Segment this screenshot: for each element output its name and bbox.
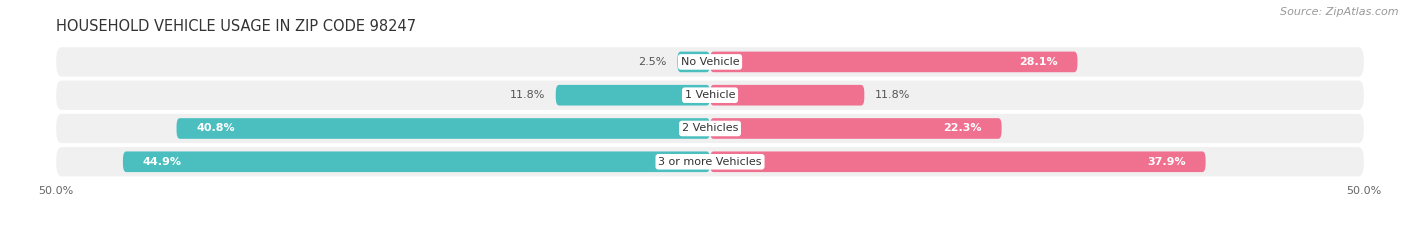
FancyBboxPatch shape [710, 51, 1077, 72]
Text: 2.5%: 2.5% [638, 57, 666, 67]
Text: 40.8%: 40.8% [197, 123, 235, 134]
FancyBboxPatch shape [122, 151, 710, 172]
FancyBboxPatch shape [56, 47, 1364, 77]
Legend: Owner-occupied, Renter-occupied: Owner-occupied, Renter-occupied [586, 230, 834, 233]
Text: Source: ZipAtlas.com: Source: ZipAtlas.com [1281, 7, 1399, 17]
FancyBboxPatch shape [710, 118, 1001, 139]
Text: 1 Vehicle: 1 Vehicle [685, 90, 735, 100]
Text: 2 Vehicles: 2 Vehicles [682, 123, 738, 134]
Text: HOUSEHOLD VEHICLE USAGE IN ZIP CODE 98247: HOUSEHOLD VEHICLE USAGE IN ZIP CODE 9824… [56, 19, 416, 34]
FancyBboxPatch shape [710, 151, 1205, 172]
Text: No Vehicle: No Vehicle [681, 57, 740, 67]
Text: 11.8%: 11.8% [875, 90, 910, 100]
Text: 3 or more Vehicles: 3 or more Vehicles [658, 157, 762, 167]
FancyBboxPatch shape [555, 85, 710, 106]
FancyBboxPatch shape [177, 118, 710, 139]
Text: 37.9%: 37.9% [1147, 157, 1187, 167]
Text: 28.1%: 28.1% [1019, 57, 1057, 67]
FancyBboxPatch shape [56, 114, 1364, 143]
Text: 11.8%: 11.8% [510, 90, 546, 100]
FancyBboxPatch shape [678, 51, 710, 72]
FancyBboxPatch shape [56, 81, 1364, 110]
FancyBboxPatch shape [56, 147, 1364, 176]
Text: 44.9%: 44.9% [142, 157, 181, 167]
FancyBboxPatch shape [710, 85, 865, 106]
Text: 22.3%: 22.3% [943, 123, 981, 134]
